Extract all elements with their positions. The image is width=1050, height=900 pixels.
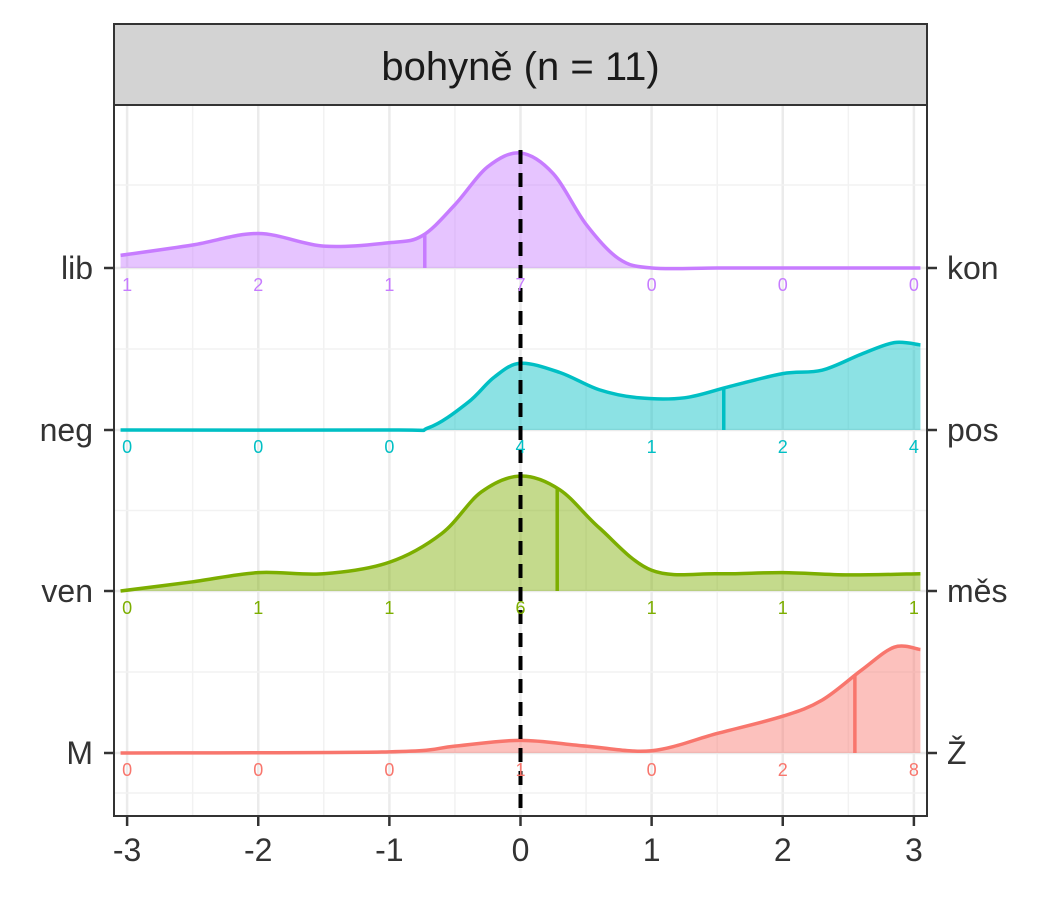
count-label: 0 bbox=[122, 437, 132, 457]
count-label: 4 bbox=[909, 437, 919, 457]
y-label-left: lib bbox=[61, 250, 93, 286]
count-label: 0 bbox=[647, 760, 657, 780]
count-label: 1 bbox=[384, 275, 394, 295]
count-label: 6 bbox=[515, 598, 525, 618]
chart-title: bohyně (n = 11) bbox=[381, 45, 659, 89]
count-label: 0 bbox=[122, 760, 132, 780]
count-label: 0 bbox=[647, 275, 657, 295]
density-line-lib bbox=[120, 151, 921, 271]
count-label: 1 bbox=[122, 275, 132, 295]
y-label-left: ven bbox=[41, 573, 93, 609]
y-label-left: neg bbox=[40, 412, 93, 448]
x-tick-label: 0 bbox=[512, 832, 530, 868]
count-label: 0 bbox=[253, 760, 263, 780]
density-line-M bbox=[120, 644, 921, 755]
count-label: 1 bbox=[647, 437, 657, 457]
count-labels: 1 2 1 7 0 0 00 0 0 4 1 2 40 1 1 6 1 1 10 0 0 1 0 2 8 bbox=[122, 275, 919, 780]
y-label-right: kon bbox=[947, 250, 999, 286]
count-label: 2 bbox=[778, 760, 788, 780]
count-label: 0 bbox=[253, 437, 263, 457]
density-area-ven bbox=[120, 475, 921, 591]
count-label: 7 bbox=[515, 275, 525, 295]
y-label-left: M bbox=[66, 735, 93, 771]
count-label: 0 bbox=[778, 275, 788, 295]
y-label-right: Ž bbox=[947, 735, 967, 771]
x-tick-label: 1 bbox=[643, 832, 661, 868]
x-tick-label: 2 bbox=[774, 832, 792, 868]
count-label: 1 bbox=[384, 598, 394, 618]
count-label: 1 bbox=[515, 760, 525, 780]
count-label: 8 bbox=[909, 760, 919, 780]
x-tick-label: -2 bbox=[244, 832, 272, 868]
count-label: 0 bbox=[384, 437, 394, 457]
count-label: 1 bbox=[253, 598, 263, 618]
count-label: 2 bbox=[253, 275, 263, 295]
x-tick-label: -3 bbox=[113, 832, 141, 868]
count-label: 1 bbox=[647, 598, 657, 618]
y-label-right: měs bbox=[947, 573, 1007, 609]
x-tick-label: 3 bbox=[905, 832, 923, 868]
density-area-lib bbox=[120, 152, 921, 269]
count-label: 1 bbox=[909, 598, 919, 618]
density-area-M bbox=[120, 646, 921, 753]
density-line-neg bbox=[120, 340, 921, 433]
y-label-right: pos bbox=[947, 412, 999, 448]
count-label: 2 bbox=[778, 437, 788, 457]
count-label: 0 bbox=[122, 598, 132, 618]
strip-background bbox=[113, 23, 928, 106]
x-tick-label: -1 bbox=[375, 832, 403, 868]
count-label: 0 bbox=[384, 760, 394, 780]
axes: -3 -2 -1 0 1 2 3 lib kon neg pos ven měs M Ž bbox=[40, 250, 1008, 868]
count-label: 1 bbox=[778, 598, 788, 618]
count-label: 4 bbox=[515, 437, 525, 457]
count-label: 0 bbox=[909, 275, 919, 295]
